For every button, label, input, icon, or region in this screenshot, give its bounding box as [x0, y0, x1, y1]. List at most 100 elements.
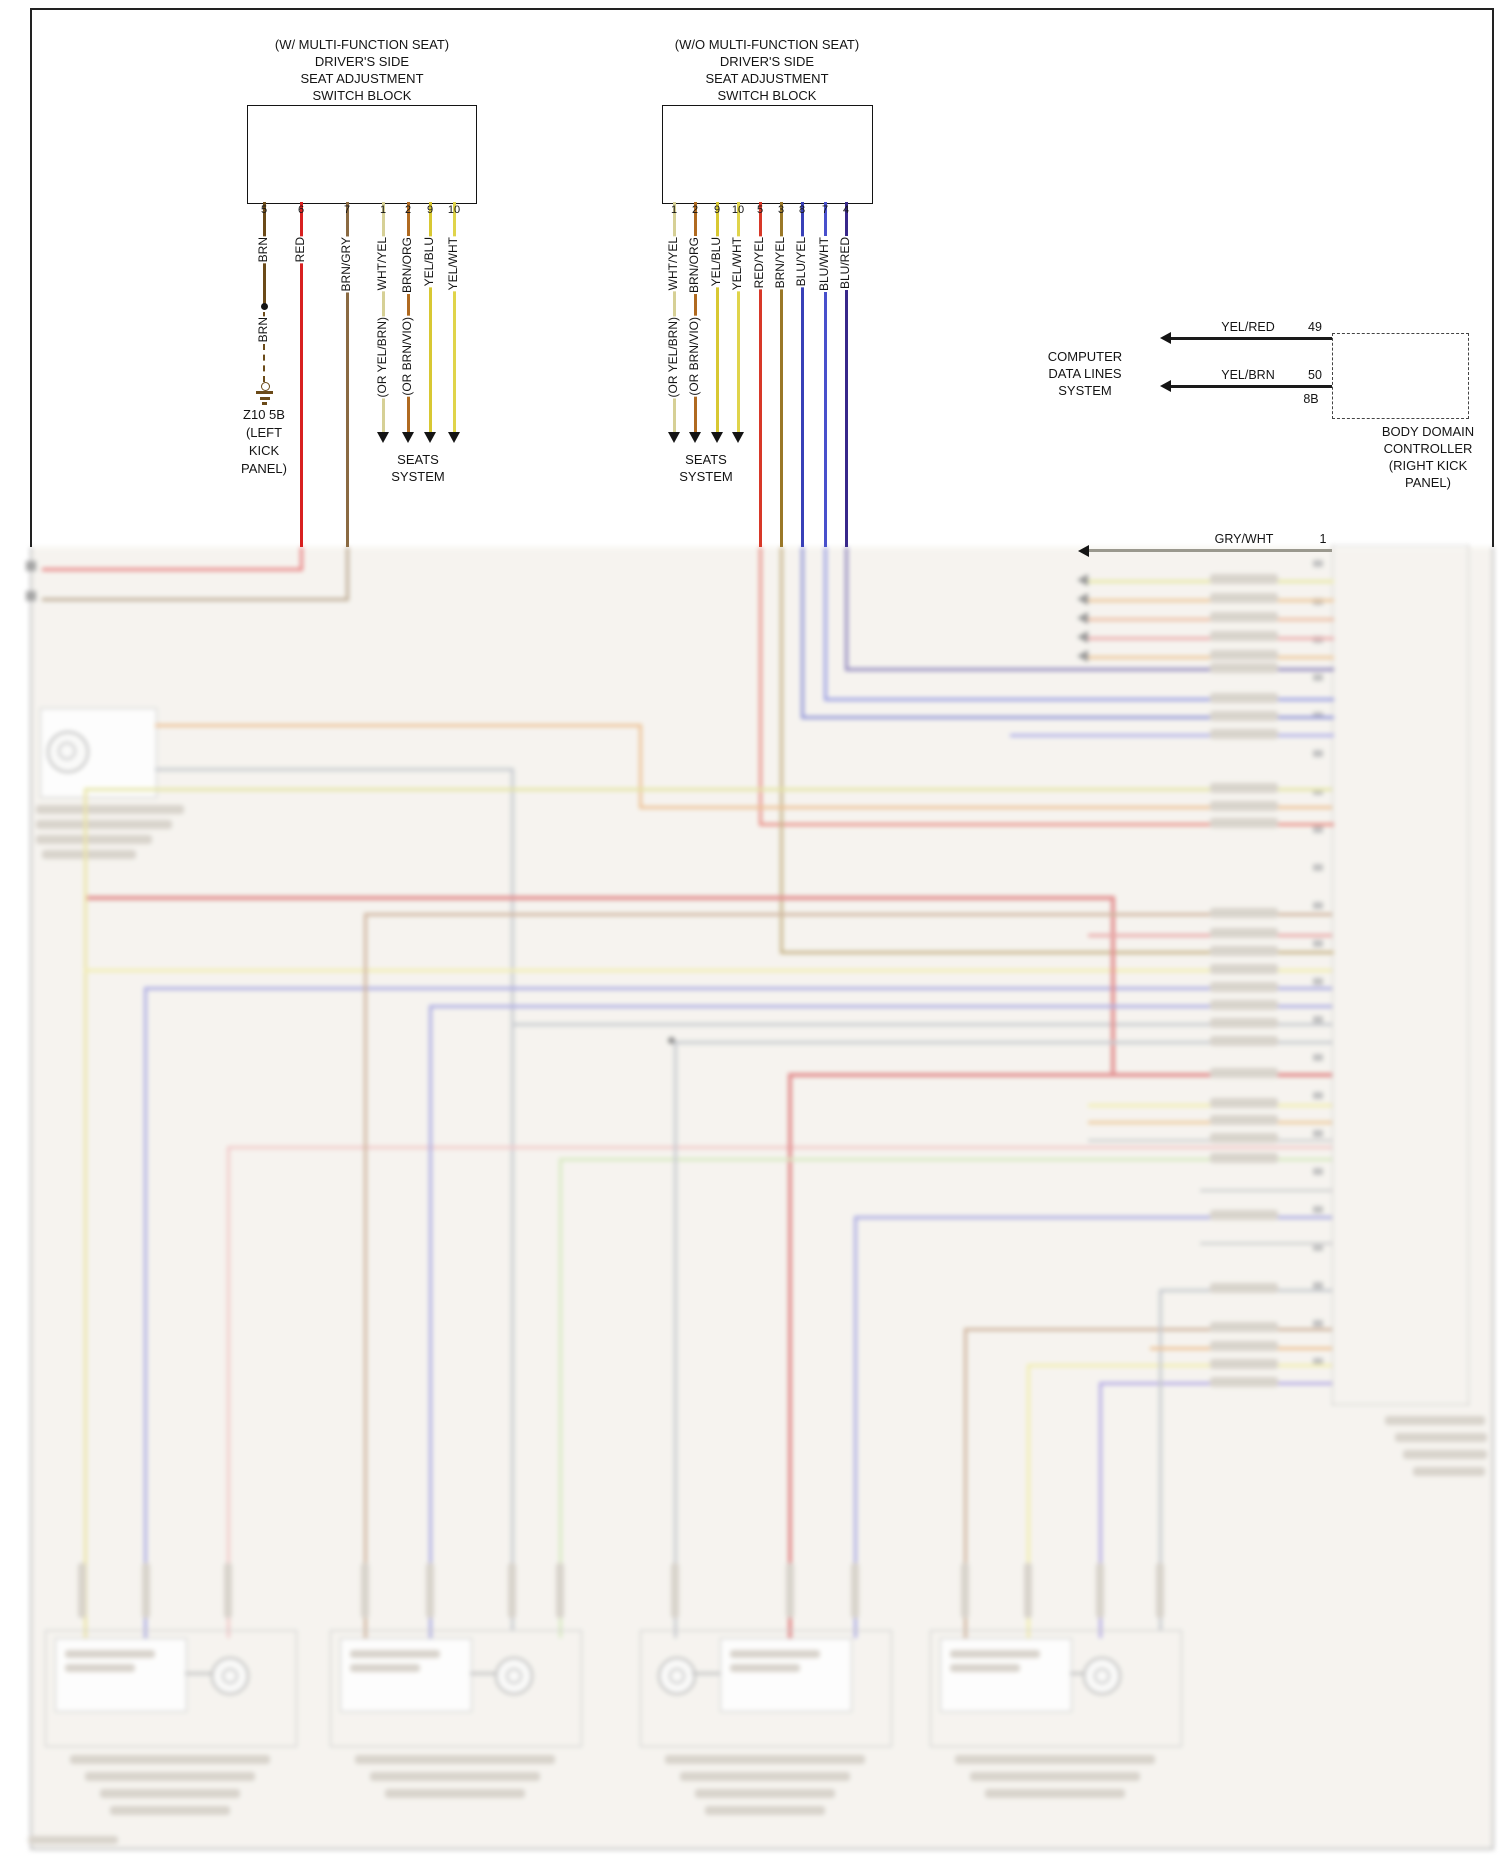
pin-number: 50 [1308, 368, 1322, 382]
blurred-motor-icon [669, 1668, 685, 1684]
pin-number: 49 [1308, 320, 1322, 334]
pin-number: 9 [426, 204, 434, 216]
blurred-text [950, 1664, 1020, 1672]
blurred-wire [1111, 896, 1115, 1076]
blurred-arrow-icon [1077, 650, 1088, 662]
blurred-text [1403, 1450, 1487, 1459]
blurred-arrow-icon [1077, 631, 1088, 643]
blurred-label [1210, 928, 1278, 938]
blurred-text [1395, 1433, 1487, 1442]
blurred-label [1210, 982, 1278, 992]
blurred-label [1210, 783, 1278, 793]
blurred-label [224, 1563, 232, 1618]
alt-wire-label: (OR BRN/VIO) [400, 316, 414, 397]
computer-data-lines-label: COMPUTER [1047, 349, 1123, 364]
wire-brn-yel [780, 202, 783, 547]
blurred-label [1210, 964, 1278, 974]
blurred-wire [470, 1672, 495, 1675]
blurred-motor-icon [211, 1657, 249, 1695]
blurred-wire [639, 806, 1332, 809]
ground-icon [261, 382, 270, 391]
blurred-module-box [330, 1630, 582, 1747]
blurred-label [1210, 1133, 1278, 1143]
blurred-label [1210, 1322, 1278, 1332]
pin-number: 3 [777, 204, 785, 216]
blurred-label [671, 1563, 679, 1618]
arrow-left-icon [1078, 545, 1089, 557]
blurred-text [350, 1664, 420, 1672]
blurred-label [1210, 1000, 1278, 1010]
blurred-text [36, 805, 184, 814]
blurred-label [426, 1563, 434, 1618]
blurred-connector-mark [26, 561, 36, 571]
blurred-arrow-icon [1077, 593, 1088, 605]
blurred-wire [42, 598, 349, 601]
seats-system-label: SEATS [685, 452, 727, 467]
blurred-text [70, 1755, 270, 1764]
blurred-wire [692, 1672, 720, 1675]
wire-label: BLU/RED [838, 236, 852, 291]
wire-label: RED [293, 236, 307, 264]
blurred-wire [759, 547, 762, 826]
blurred-label [1210, 1098, 1278, 1108]
wire-label: RED/YEL [752, 236, 766, 290]
blurred-wire [1200, 1242, 1332, 1245]
wire-label: BLU/YEL [794, 236, 808, 288]
blurred-wire [364, 914, 367, 1638]
arrow-down-icon [711, 432, 723, 443]
arrow-left-icon [1160, 380, 1171, 392]
blurred-wire [845, 668, 1334, 671]
blurred-wire [854, 1216, 1332, 1219]
wire-yel-wht [737, 202, 740, 432]
blurred-text [730, 1650, 820, 1658]
blurred-region-background [32, 547, 1492, 1850]
wire-label: BRN/YEL [773, 236, 787, 290]
blurred-wire [144, 987, 1332, 990]
blurred-label [142, 1563, 150, 1618]
blurred-motor-icon [1083, 1657, 1121, 1695]
page-border [30, 8, 1494, 10]
wire-label: YEL/BLU [422, 236, 436, 288]
seats-system-label: SYSTEM [679, 469, 733, 484]
blurred-wire [42, 568, 303, 571]
blurred-label [1024, 1563, 1032, 1618]
blurred-label [1096, 1563, 1104, 1618]
blurred-label [1210, 631, 1278, 641]
blurred-wire [511, 1023, 1332, 1026]
body-domain-controller-label: CONTROLLER [1383, 441, 1473, 456]
pin-number: 7 [821, 204, 829, 216]
pin-number: 5 [260, 204, 268, 216]
blurred-text [28, 1836, 118, 1844]
pin-number: 4 [842, 204, 850, 216]
blurred-wire [346, 547, 349, 601]
wire-red [300, 202, 303, 547]
blurred-wire [1159, 1290, 1162, 1630]
blurred-text [385, 1789, 525, 1798]
pin-number: 10 [447, 204, 461, 216]
blurred-wire [1027, 1365, 1030, 1638]
blurred-text [955, 1755, 1155, 1764]
connector-id: 8B [1303, 392, 1319, 406]
blurred-label [1210, 1283, 1278, 1293]
blurred-label [361, 1563, 369, 1618]
arrow-left-icon [1160, 332, 1171, 344]
arrow-down-icon [689, 432, 701, 443]
blurred-wire [559, 1159, 562, 1638]
ground-icon [262, 402, 267, 405]
page-border [30, 547, 32, 1850]
blurred-wire [674, 1042, 677, 1638]
pin-number: 1 [1319, 532, 1327, 546]
blurred-label [1210, 650, 1278, 660]
wire-label: BLU/WHT [817, 236, 831, 292]
blurred-wire [854, 1217, 857, 1638]
blurred-wire [1010, 734, 1334, 737]
wire-yel-brn [1171, 385, 1332, 388]
arrow-down-icon [668, 432, 680, 443]
mid-switch-block-box [662, 105, 873, 204]
blurred-label [1210, 818, 1278, 828]
wire-brn-gry [346, 202, 349, 547]
blurred-wire [780, 547, 783, 954]
seats-system-label: SYSTEM [391, 469, 445, 484]
